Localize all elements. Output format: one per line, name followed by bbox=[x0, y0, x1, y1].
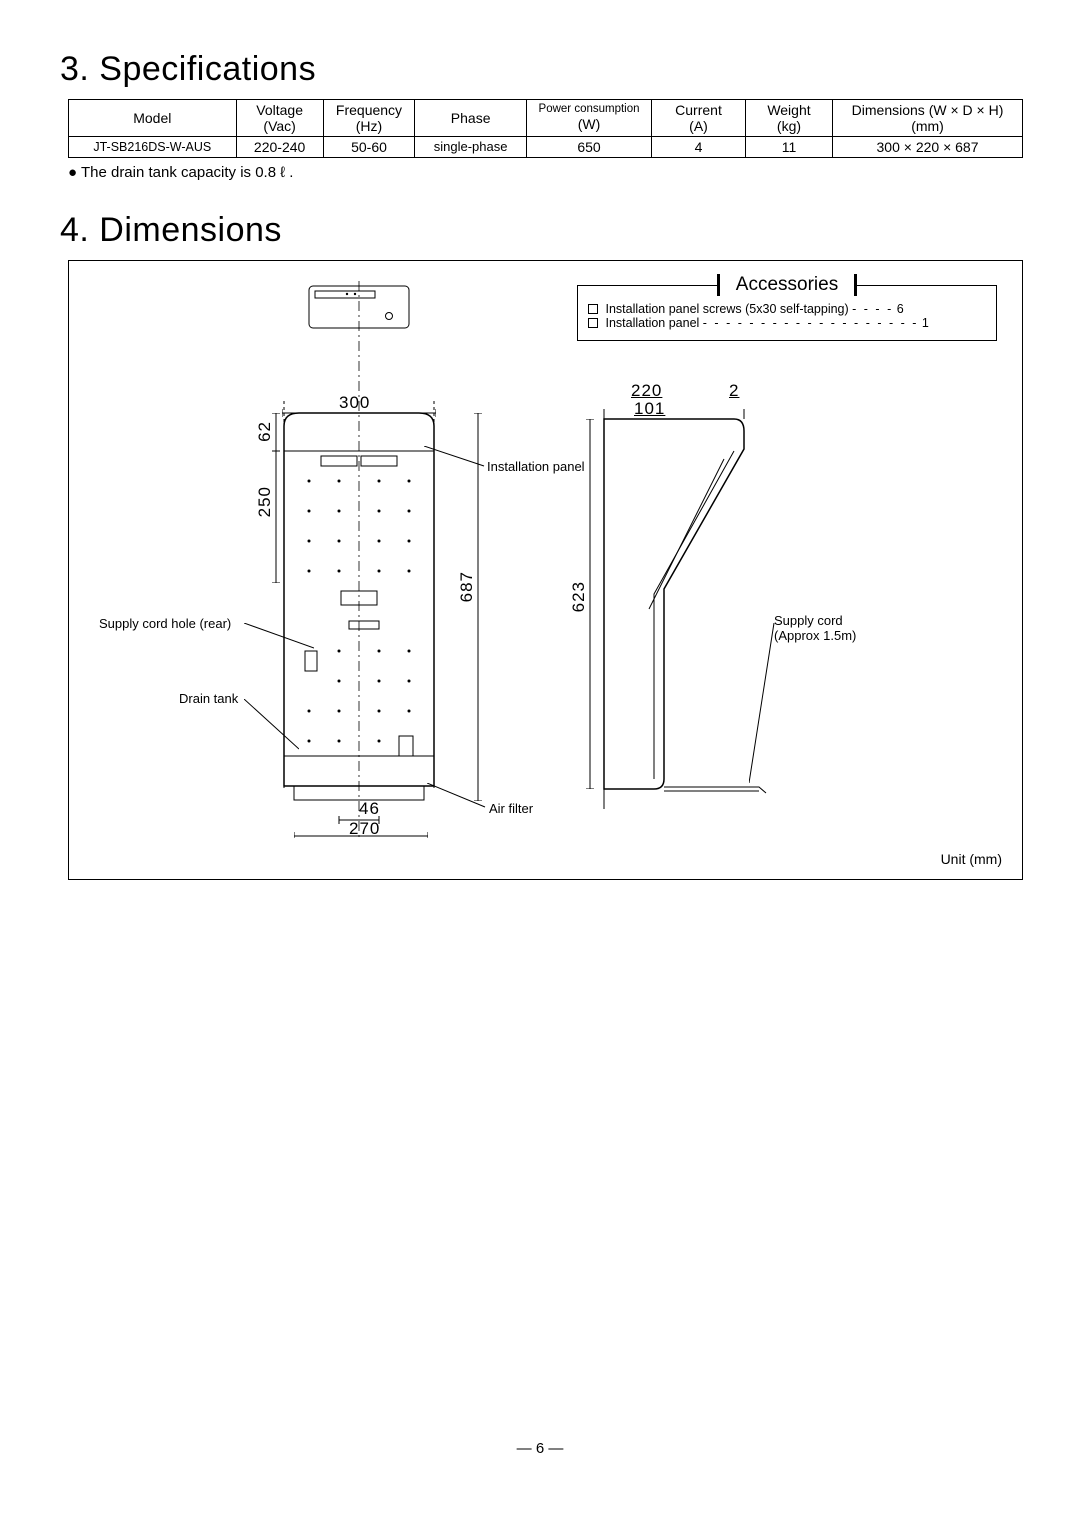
accessory-label: Installation panel screws (5x30 self-tap… bbox=[605, 302, 848, 316]
col-phase: Phase bbox=[415, 100, 527, 137]
dim-101: 101 bbox=[634, 399, 665, 419]
cell-freq: 50-60 bbox=[323, 137, 415, 158]
cell-voltage: 220-240 bbox=[236, 137, 323, 158]
drain-tank-note: ● The drain tank capacity is 0.8 ℓ . bbox=[68, 164, 1020, 181]
accessory-qty: 6 bbox=[897, 302, 904, 316]
label-supply-cord: Supply cord (Approx 1.5m) bbox=[774, 613, 856, 643]
dimline-icon bbox=[294, 816, 428, 838]
leader-line-icon bbox=[427, 783, 489, 811]
dim-220: 220 bbox=[631, 381, 662, 401]
checkbox-icon bbox=[588, 304, 598, 314]
col-dims: Dimensions (W × D × H)(mm) bbox=[833, 100, 1023, 137]
col-weight: Weight(kg) bbox=[745, 100, 832, 137]
accessory-dashes: - - - - bbox=[852, 302, 893, 316]
cell-dims: 300 × 220 × 687 bbox=[833, 137, 1023, 158]
col-voltage: Voltage(Vac) bbox=[236, 100, 323, 137]
label-drain-tank: Drain tank bbox=[179, 691, 238, 706]
label-supply-cord-hole: Supply cord hole (rear) bbox=[99, 616, 231, 631]
specifications-table: Model Voltage(Vac) Frequency(Hz) Phase P… bbox=[68, 99, 1023, 158]
label-air-filter: Air filter bbox=[489, 801, 533, 816]
accessory-qty: 1 bbox=[922, 316, 929, 330]
dimline-icon bbox=[586, 419, 594, 789]
col-power: Power consumption(W) bbox=[526, 100, 651, 137]
accessory-dashes: - - - - - - - - - - - - - - - - - - - bbox=[703, 316, 919, 330]
leader-line-icon bbox=[244, 623, 314, 653]
specifications-heading: 3. Specifications bbox=[60, 50, 1020, 89]
col-current: Current(A) bbox=[652, 100, 746, 137]
page-number: — 6 — bbox=[60, 1440, 1020, 1457]
label-installation-panel: Installation panel bbox=[487, 459, 585, 474]
cell-current: 4 bbox=[652, 137, 746, 158]
dimline-icon bbox=[474, 413, 482, 801]
accessory-label: Installation panel bbox=[605, 316, 699, 330]
cell-power: 650 bbox=[526, 137, 651, 158]
cell-model: JT-SB216DS-W-AUS bbox=[69, 137, 237, 158]
front-view-drawing bbox=[249, 281, 469, 841]
cell-phase: single-phase bbox=[415, 137, 527, 158]
col-freq: Frequency(Hz) bbox=[323, 100, 415, 137]
accessories-box: Accessories Installation panel screws (5… bbox=[577, 285, 997, 341]
table-header-row: Model Voltage(Vac) Frequency(Hz) Phase P… bbox=[69, 100, 1023, 137]
accessory-item: Installation panel - - - - - - - - - - -… bbox=[588, 316, 986, 330]
accessories-title: Accessories bbox=[717, 274, 857, 296]
unit-label: Unit (mm) bbox=[941, 851, 1002, 867]
dimline-icon bbox=[272, 413, 280, 583]
leader-line-icon bbox=[244, 699, 299, 754]
accessory-item: Installation panel screws (5x30 self-tap… bbox=[588, 302, 986, 316]
dimline-icon bbox=[282, 409, 436, 417]
leader-line-icon bbox=[749, 623, 779, 783]
leader-line-icon bbox=[424, 446, 489, 471]
cell-weight: 11 bbox=[745, 137, 832, 158]
table-row: JT-SB216DS-W-AUS 220-240 50-60 single-ph… bbox=[69, 137, 1023, 158]
col-model: Model bbox=[69, 100, 237, 137]
checkbox-icon bbox=[588, 318, 598, 328]
dim-2: 2 bbox=[729, 381, 739, 401]
dimensions-diagram: Accessories Installation panel screws (5… bbox=[68, 260, 1023, 880]
dimensions-heading: 4. Dimensions bbox=[60, 211, 1020, 250]
